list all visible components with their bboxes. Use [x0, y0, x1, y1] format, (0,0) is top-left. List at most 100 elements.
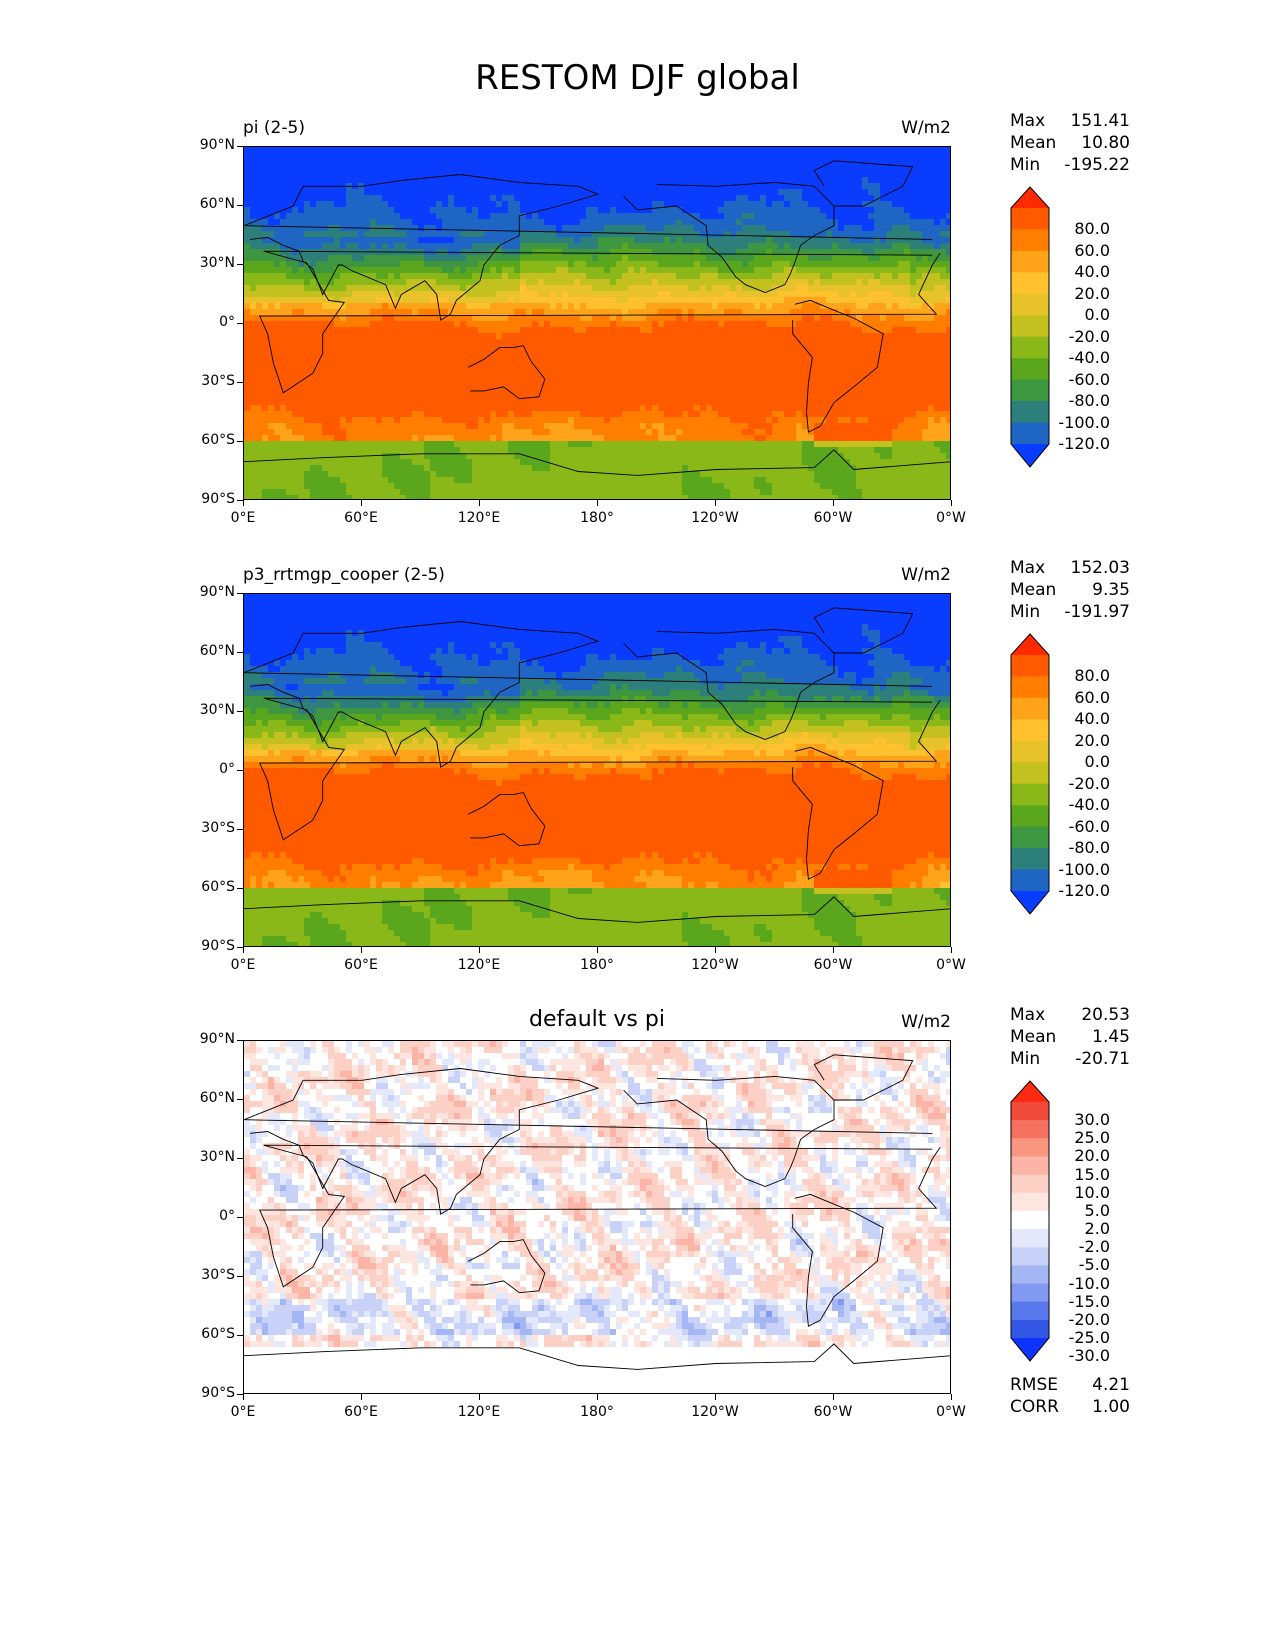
lon-tick-label: 0°W [921, 1404, 981, 1420]
colorbar-tick-label: 2.0 [1050, 1219, 1110, 1238]
stat-row: Min -20.71 [1010, 1048, 1130, 1070]
lon-tick-label: 0°W [921, 957, 981, 973]
lon-tick-label: 60°W [803, 957, 863, 973]
lat-tick-label: 30°N [175, 702, 235, 718]
stat-label: Max [1010, 557, 1045, 579]
lat-tick-label: 90°N [175, 1031, 235, 1047]
lat-tick-label: 30°S [175, 1267, 235, 1283]
colorbar-segment [1011, 293, 1049, 316]
lon-tick-mark [597, 1394, 598, 1400]
colorbar-tick-label: 5.0 [1050, 1201, 1110, 1220]
colorbar-segment [1011, 1102, 1049, 1121]
colorbar-segment [1011, 1301, 1049, 1321]
colorbar-tick-label: -10.0 [1050, 1274, 1110, 1293]
lon-tick-mark [243, 1394, 244, 1400]
stat-value: 20.53 [1081, 1004, 1130, 1026]
colorbar-tick-label: -60.0 [1050, 370, 1110, 389]
lat-tick-label: 30°N [175, 1149, 235, 1165]
colorbar-segment [1011, 719, 1049, 742]
stat-row: Mean 1.45 [1010, 1026, 1130, 1048]
colorbar-tick-label: -25.0 [1050, 1328, 1110, 1347]
lat-tick-label: 60°S [175, 879, 235, 895]
colorbar-tick-label: -20.0 [1050, 1310, 1110, 1329]
lat-tick-mark [237, 829, 243, 830]
stats-block: Max 20.53 Mean 1.45 Min -20.71 [1010, 1004, 1130, 1070]
lat-tick-mark [237, 888, 243, 889]
colorbar-segment [1011, 1192, 1049, 1212]
colorbar-tick-label: 0.0 [1050, 305, 1110, 324]
colorbar-segment [1011, 1138, 1049, 1157]
colorbar-tick-label: -15.0 [1050, 1292, 1110, 1311]
stats-block: Max 151.41 Mean 10.80 Min -195.22 [1010, 110, 1130, 176]
lat-tick-mark [237, 500, 243, 501]
lat-tick-mark [237, 1040, 243, 1041]
colorbar-tick-label: 20.0 [1050, 284, 1110, 303]
colorbar-tick-label: 40.0 [1050, 262, 1110, 281]
lon-tick-mark [597, 500, 598, 506]
lat-tick-label: 0° [175, 1208, 235, 1224]
colorbar-tick-label: 20.0 [1050, 731, 1110, 750]
colorbar-segment [1011, 272, 1049, 295]
stats-block: Max 152.03 Mean 9.35 Min -191.97 [1010, 557, 1130, 623]
lon-tick-mark [715, 500, 716, 506]
panel-p3-rrtmgp-cooper: p3_rrtmgp_cooper (2-5) W/m2 90°N 60°N 30°N 0°… [0, 0, 1275, 973]
lon-tick-label: 180° [567, 510, 627, 526]
colorbar-segment [1011, 697, 1049, 720]
lat-tick-label: 90°N [175, 137, 235, 153]
stat-value: 1.00 [1092, 1396, 1130, 1418]
colorbar-tick-label: -80.0 [1050, 838, 1110, 857]
colorbar-segment [1011, 336, 1049, 359]
lat-tick-mark [237, 1099, 243, 1100]
colorbar-segment [1011, 444, 1049, 467]
stat-value: 151.41 [1071, 110, 1130, 132]
colorbar-segment [1011, 315, 1049, 338]
lat-tick-mark [237, 1217, 243, 1218]
lon-tick-label: 120°E [449, 1404, 509, 1420]
lon-tick-mark [361, 1394, 362, 1400]
lat-tick-label: 30°S [175, 820, 235, 836]
lon-tick-mark [715, 1394, 716, 1400]
colorbar-segment [1011, 208, 1049, 230]
colorbar-segment [1011, 1120, 1049, 1139]
lat-tick-label: 30°N [175, 255, 235, 271]
colorbar-tick-label: 30.0 [1050, 1110, 1110, 1129]
lon-tick-label: 0°E [213, 510, 273, 526]
colorbar-segment [1011, 655, 1049, 677]
map-plot [243, 146, 951, 500]
lon-tick-label: 120°W [685, 957, 745, 973]
colorbar-segment [1011, 891, 1049, 914]
colorbar-segment [1011, 1338, 1049, 1361]
colorbar-segment [1011, 783, 1049, 806]
colorbar-tick-label: 25.0 [1050, 1128, 1110, 1147]
panel-left-label: p3_rrtmgp_cooper (2-5) [243, 565, 445, 585]
rmse-corr-block: RMSE 4.21 CORR 1.00 [1010, 1374, 1130, 1418]
lon-tick-label: 180° [567, 957, 627, 973]
stat-label: Mean [1010, 132, 1056, 154]
colorbar [1010, 1080, 1050, 1366]
colorbar-segment [1011, 826, 1049, 849]
colorbar-segment [1011, 1210, 1049, 1230]
stat-row: Max 20.53 [1010, 1004, 1130, 1026]
colorbar-segment [1011, 1156, 1049, 1176]
lat-tick-mark [237, 1276, 243, 1277]
colorbar-tick-label: -30.0 [1050, 1346, 1110, 1365]
colorbar-segment [1011, 634, 1049, 655]
lon-tick-mark [479, 500, 480, 506]
lat-tick-mark [237, 205, 243, 206]
lat-tick-label: 60°N [175, 1090, 235, 1106]
lon-tick-mark [833, 500, 834, 506]
colorbar-tick-label: -20.0 [1050, 327, 1110, 346]
colorbar-tick-label: 15.0 [1050, 1165, 1110, 1184]
lon-tick-mark [243, 947, 244, 953]
colorbar-segment [1011, 1283, 1049, 1303]
colorbar-tick-label: 80.0 [1050, 219, 1110, 238]
stat-row: Min -195.22 [1010, 154, 1130, 176]
lat-tick-label: 90°S [175, 938, 235, 954]
lon-tick-mark [951, 500, 952, 506]
colorbar-segment [1011, 401, 1049, 424]
stat-value: 152.03 [1071, 557, 1130, 579]
stat-label: Mean [1010, 1026, 1056, 1048]
colorbar-tick-label: 60.0 [1050, 241, 1110, 260]
colorbar-tick-label: 60.0 [1050, 688, 1110, 707]
stat-row: Min -191.97 [1010, 601, 1130, 623]
